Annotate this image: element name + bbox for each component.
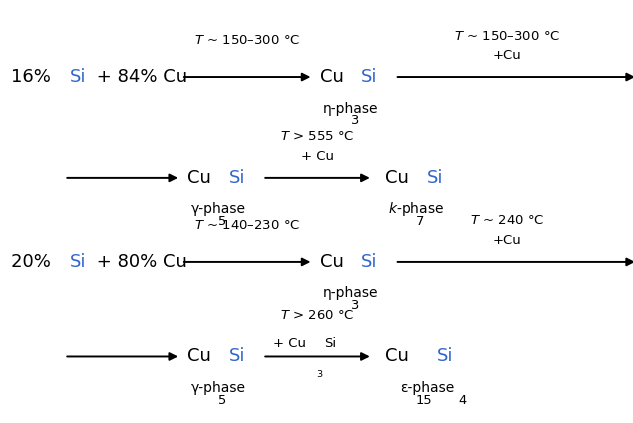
- Text: 7: 7: [416, 215, 424, 228]
- Text: 3: 3: [350, 299, 358, 312]
- Text: Si: Si: [229, 347, 245, 365]
- Text: γ-phase: γ-phase: [191, 381, 246, 395]
- Text: η-phase: η-phase: [323, 286, 379, 300]
- Text: Si: Si: [361, 68, 377, 86]
- Text: Cu: Cu: [187, 169, 211, 187]
- Text: η-phase: η-phase: [323, 102, 379, 115]
- Text: 16%: 16%: [11, 68, 56, 86]
- Text: $T$ ~ 240 °C: $T$ ~ 240 °C: [470, 214, 544, 228]
- Text: 3: 3: [316, 371, 322, 379]
- Text: +Cu: +Cu: [492, 234, 521, 247]
- Text: 20%: 20%: [11, 253, 56, 271]
- Text: Cu: Cu: [187, 347, 211, 365]
- Text: Si: Si: [323, 337, 335, 349]
- Text: 4: 4: [458, 394, 467, 407]
- Text: $T$ > 260 °C: $T$ > 260 °C: [280, 309, 354, 322]
- Text: $T$ ~ 150–300 °C: $T$ ~ 150–300 °C: [454, 30, 560, 43]
- Text: + Cu: + Cu: [301, 150, 334, 163]
- Text: 3: 3: [350, 114, 358, 127]
- Text: 15: 15: [416, 394, 432, 407]
- Text: Si: Si: [427, 169, 443, 187]
- Text: Cu: Cu: [385, 347, 409, 365]
- Text: + 84% Cu: + 84% Cu: [91, 68, 187, 86]
- Text: Cu: Cu: [385, 169, 409, 187]
- Text: ε-phase: ε-phase: [400, 381, 454, 395]
- Text: γ-phase: γ-phase: [191, 202, 246, 217]
- Text: 5: 5: [218, 394, 226, 407]
- Text: $T$ ~ 140–230 °C: $T$ ~ 140–230 °C: [194, 219, 300, 232]
- Text: Cu: Cu: [320, 68, 344, 86]
- Text: + Cu: + Cu: [273, 337, 306, 349]
- Text: Si: Si: [70, 253, 86, 271]
- Text: Si: Si: [361, 253, 377, 271]
- Text: Si: Si: [437, 347, 454, 365]
- Text: 5: 5: [218, 215, 226, 228]
- Text: +Cu: +Cu: [492, 49, 521, 62]
- Text: $T$ > 555 °C: $T$ > 555 °C: [280, 130, 354, 143]
- Text: $T$ ~ 150–300 °C: $T$ ~ 150–300 °C: [194, 34, 300, 47]
- Text: Si: Si: [229, 169, 245, 187]
- Text: Cu: Cu: [320, 253, 344, 271]
- Text: $k$-phase: $k$-phase: [389, 201, 444, 218]
- Text: Si: Si: [70, 68, 86, 86]
- Text: + 80% Cu: + 80% Cu: [91, 253, 187, 271]
